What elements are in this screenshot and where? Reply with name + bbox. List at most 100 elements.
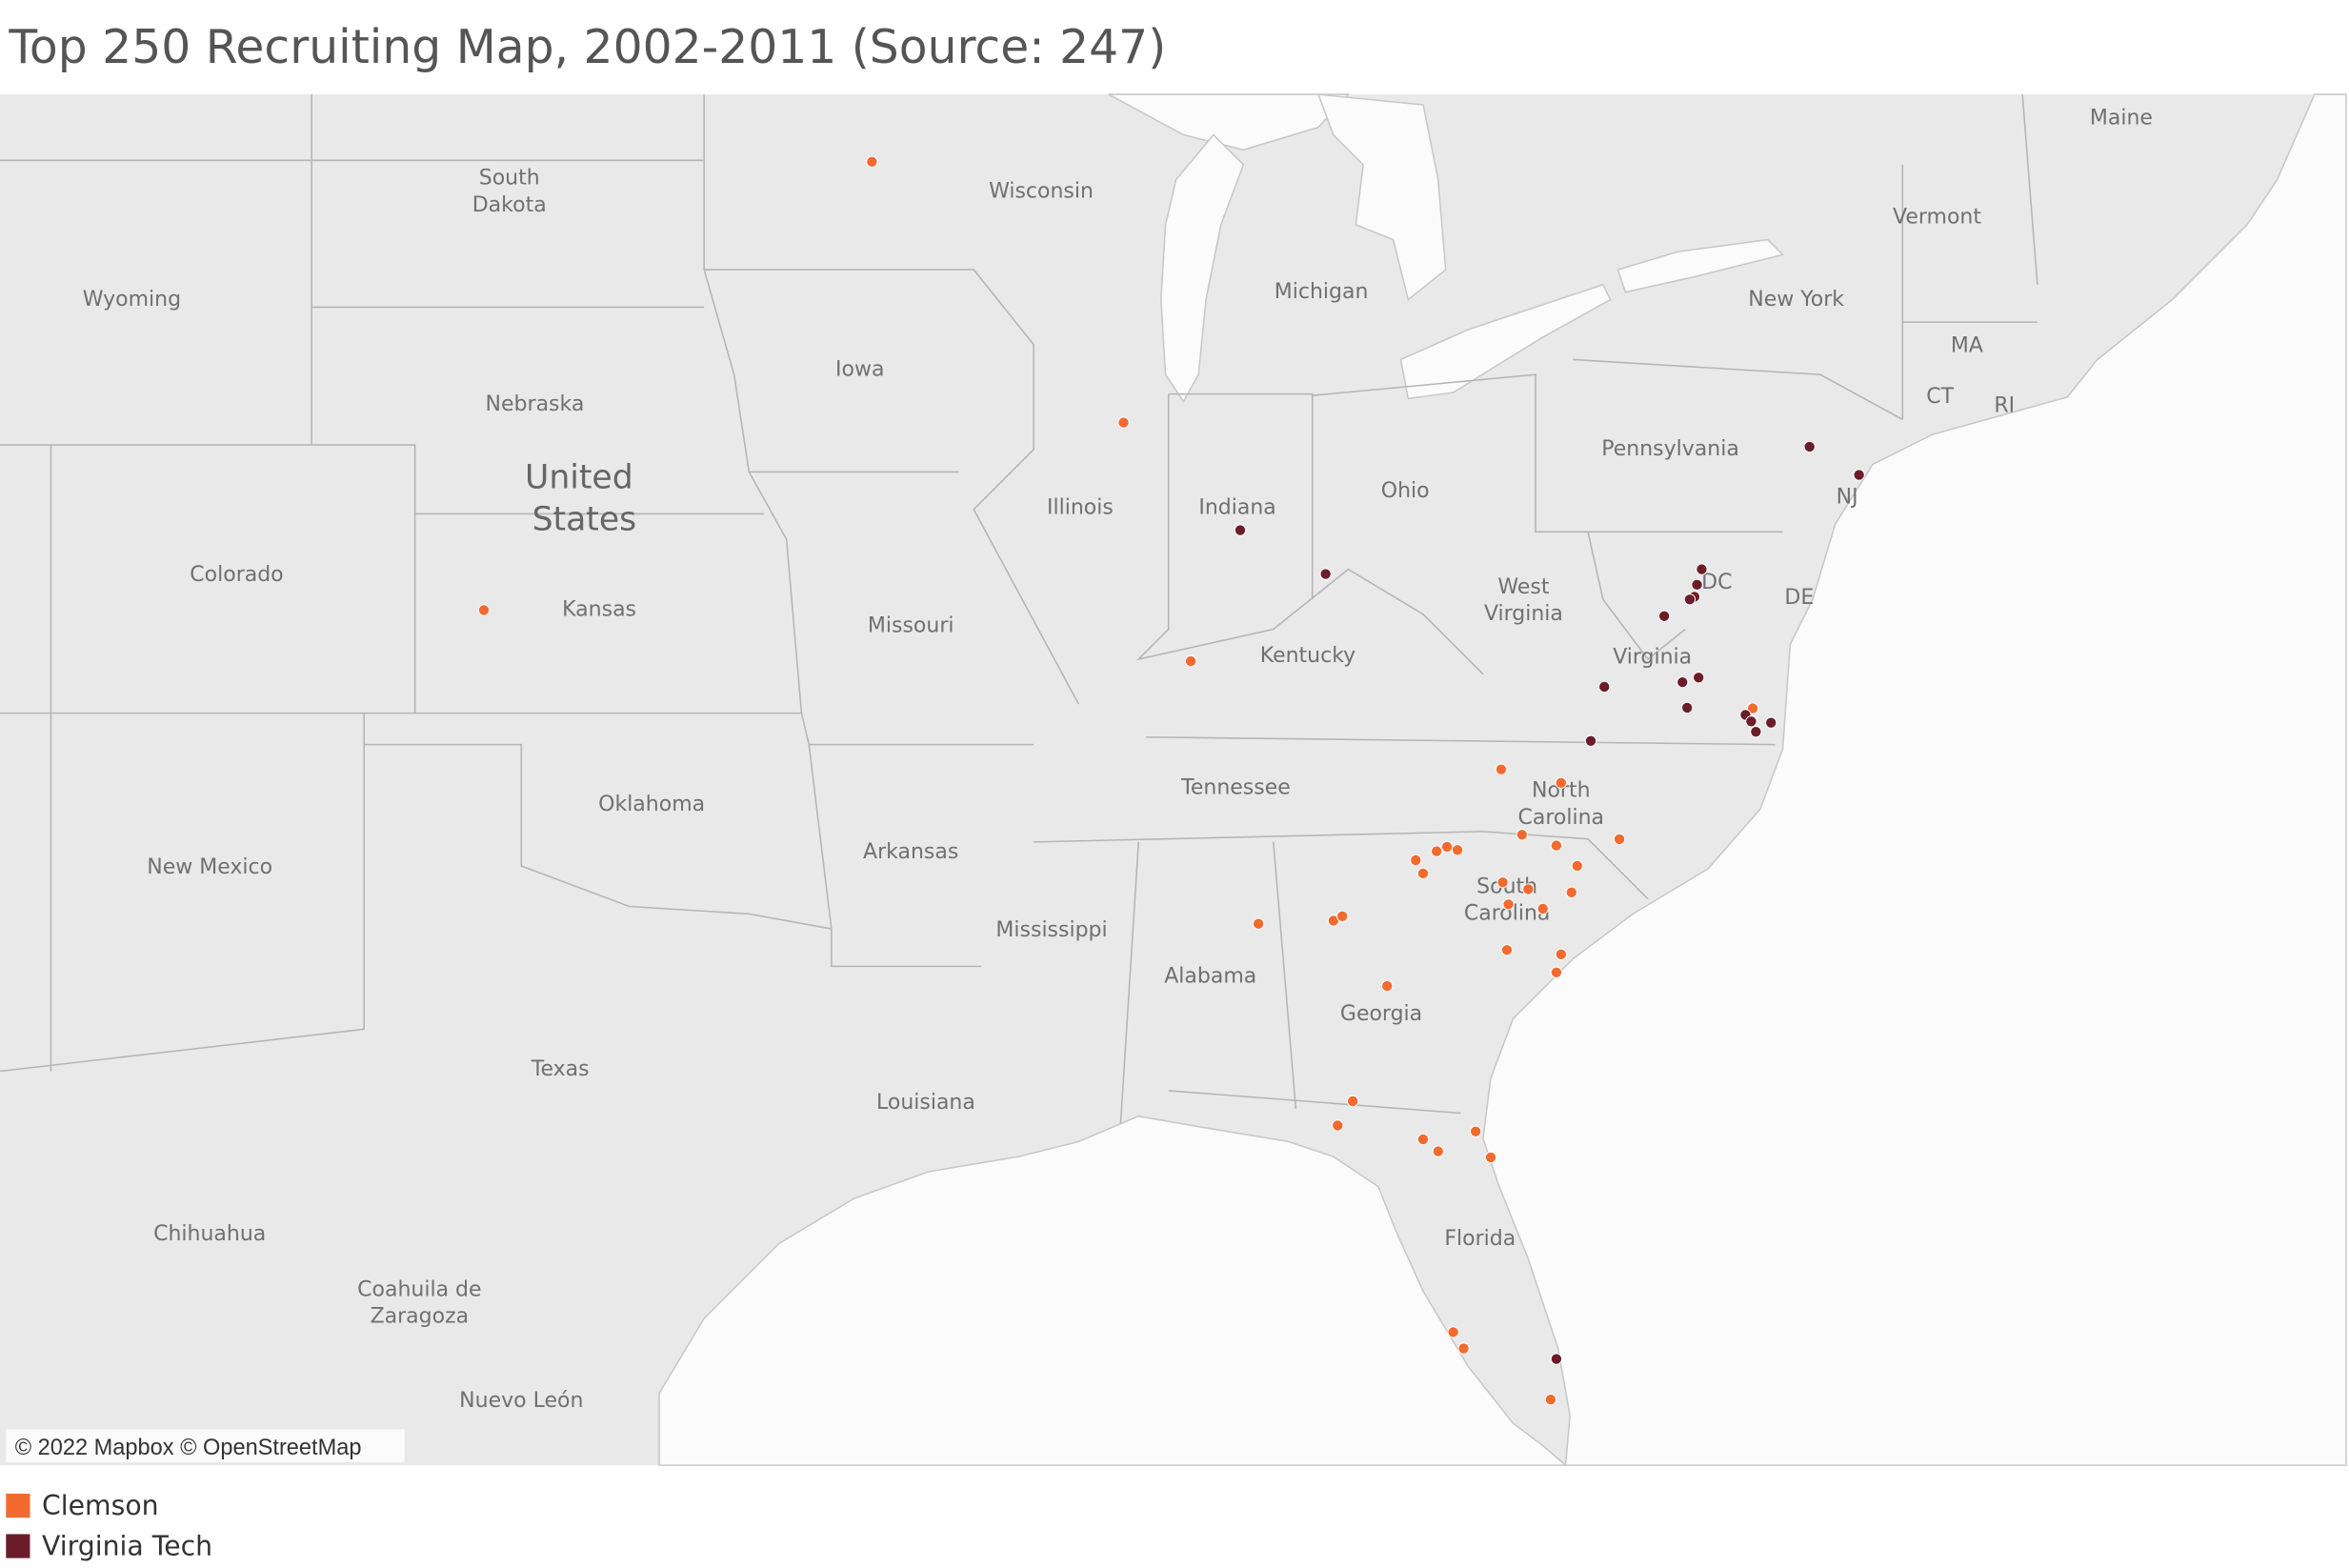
point xyxy=(1544,1394,1557,1406)
point xyxy=(1416,1133,1430,1146)
point xyxy=(1431,845,1443,857)
point xyxy=(1683,593,1696,606)
point xyxy=(1470,1125,1482,1137)
label-line: Colorado xyxy=(190,563,283,587)
label-line: CT xyxy=(1926,385,1954,409)
map-label: Kansas xyxy=(562,597,636,621)
border xyxy=(1312,373,1783,533)
map-label: CT xyxy=(1926,385,1954,409)
point xyxy=(1502,898,1515,911)
label-line: Mississippi xyxy=(995,918,1107,942)
label-line: Nebraska xyxy=(486,392,585,416)
point xyxy=(1693,672,1705,684)
point xyxy=(1516,829,1528,841)
point xyxy=(1550,839,1563,852)
label-line: DC xyxy=(1701,571,1732,594)
map-label: Indiana xyxy=(1198,495,1275,519)
label-line: Carolina xyxy=(1517,806,1604,830)
label-line: Vermont xyxy=(1893,205,1981,229)
gulf xyxy=(658,1115,1568,1466)
legend-swatch xyxy=(6,1534,30,1558)
point xyxy=(1536,902,1549,915)
point xyxy=(1550,966,1563,978)
border xyxy=(1034,831,1649,900)
label-line: Coahuila de xyxy=(357,1277,481,1301)
map-label: DC xyxy=(1701,571,1732,594)
point xyxy=(1234,524,1247,536)
label-line: States xyxy=(532,501,637,539)
point xyxy=(1853,469,1865,481)
label-line: Maine xyxy=(2090,107,2153,131)
map-label: Texas xyxy=(531,1057,590,1081)
map-label: Wyoming xyxy=(83,288,181,312)
lake-erie xyxy=(1399,283,1612,400)
map-label: Georgia xyxy=(1340,1002,1422,1026)
label-line: Texas xyxy=(531,1057,590,1081)
attribution: © 2022 Mapbox © OpenStreetMap xyxy=(15,1435,362,1459)
label-line: Kentucky xyxy=(1260,644,1355,668)
map-label: Missouri xyxy=(868,614,954,638)
point xyxy=(1432,1145,1444,1157)
point xyxy=(1750,726,1762,738)
point xyxy=(1410,854,1422,867)
point xyxy=(1381,979,1394,993)
label-line: Ohio xyxy=(1381,479,1430,503)
point xyxy=(1613,833,1626,846)
label-line: Oklahoma xyxy=(598,793,705,816)
legend-label: Virginia Tech xyxy=(42,1530,212,1561)
label-line: Dakota xyxy=(472,193,547,217)
border xyxy=(1573,358,1903,421)
points xyxy=(477,155,1865,1406)
border xyxy=(2021,94,2038,285)
label-line: Iowa xyxy=(835,358,884,382)
legend-label: Clemson xyxy=(42,1490,159,1521)
label-line: Zaragoza xyxy=(371,1305,470,1329)
point xyxy=(1253,917,1265,930)
label-line: Virginia xyxy=(1613,646,1692,670)
border xyxy=(808,744,833,930)
label-line: Louisiana xyxy=(876,1091,975,1115)
label-line: Kansas xyxy=(562,597,636,621)
label-line: MA xyxy=(1951,334,1983,358)
label-line: Virginia xyxy=(1484,602,1563,626)
label-line: New York xyxy=(1748,288,1844,312)
label-line: Florida xyxy=(1444,1227,1516,1251)
point xyxy=(1496,876,1509,889)
map-label: MA xyxy=(1951,334,1983,358)
label-line: Georgia xyxy=(1340,1002,1422,1026)
label-line: Chihuahua xyxy=(153,1222,266,1246)
map-label: Nebraska xyxy=(486,392,585,416)
border xyxy=(748,472,803,714)
point xyxy=(1457,1342,1470,1355)
point xyxy=(1565,886,1577,898)
border xyxy=(0,713,365,1073)
border xyxy=(1146,735,1776,746)
point xyxy=(1416,867,1430,880)
attribution-bg xyxy=(6,1429,405,1462)
point xyxy=(1676,675,1689,689)
map-label: West Virginia xyxy=(1484,575,1563,626)
border xyxy=(1168,392,1314,600)
map-label: Virginia xyxy=(1613,646,1692,670)
map-label: Illinois xyxy=(1047,495,1114,519)
map-label: Oklahoma xyxy=(598,793,705,816)
point xyxy=(1584,734,1597,747)
basemap xyxy=(0,93,2347,1466)
map-label: Vermont xyxy=(1893,205,1981,229)
label-line: South xyxy=(479,166,540,190)
atlantic xyxy=(1482,93,2347,1466)
point xyxy=(477,604,491,616)
point xyxy=(1598,680,1611,694)
point xyxy=(1745,715,1757,728)
map-labels: Wyoming South Dakota Wisconsin Michigan Maine… xyxy=(83,107,2153,1413)
map-label: New Mexico xyxy=(147,855,272,879)
point xyxy=(1555,948,1567,960)
point xyxy=(1571,859,1583,873)
label-line: Indiana xyxy=(1198,495,1275,519)
label-line: Tennessee xyxy=(1180,776,1291,800)
label-line: Alabama xyxy=(1164,965,1256,989)
point xyxy=(1657,610,1671,622)
border xyxy=(1587,532,1686,661)
